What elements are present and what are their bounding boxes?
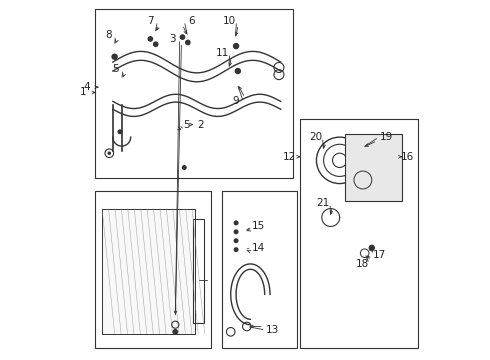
Text: 19: 19	[379, 132, 392, 142]
Circle shape	[153, 41, 159, 47]
Circle shape	[368, 245, 375, 251]
Circle shape	[233, 43, 239, 49]
Circle shape	[107, 152, 111, 155]
Text: 2: 2	[197, 120, 204, 130]
Text: 4: 4	[84, 82, 91, 92]
Bar	[193, 219, 204, 323]
Text: 11: 11	[216, 48, 229, 58]
Circle shape	[118, 129, 122, 134]
Circle shape	[235, 68, 241, 74]
Text: 7: 7	[147, 16, 154, 26]
Text: 8: 8	[105, 30, 112, 40]
Text: 14: 14	[252, 243, 265, 253]
Bar	[300, 119, 418, 348]
Circle shape	[147, 36, 153, 42]
Circle shape	[180, 34, 185, 40]
Text: 1: 1	[80, 87, 87, 98]
Bar	[95, 9, 293, 178]
Text: 3: 3	[169, 34, 176, 44]
Text: 15: 15	[252, 221, 265, 231]
Bar	[222, 191, 297, 348]
Text: 12: 12	[283, 152, 296, 162]
Text: 9: 9	[233, 96, 240, 107]
Text: 20: 20	[309, 132, 322, 142]
Circle shape	[182, 165, 187, 170]
Text: 17: 17	[373, 250, 386, 260]
Text: 6: 6	[188, 16, 195, 26]
Bar	[345, 134, 402, 202]
Bar	[102, 208, 195, 334]
Circle shape	[234, 238, 239, 243]
Bar	[95, 191, 211, 348]
Text: 10: 10	[223, 16, 236, 26]
Circle shape	[111, 54, 118, 60]
Text: 16: 16	[401, 152, 414, 162]
Text: 18: 18	[356, 259, 369, 269]
Text: 21: 21	[316, 198, 329, 208]
Text: 5: 5	[112, 64, 119, 74]
Text: 13: 13	[266, 325, 279, 335]
Circle shape	[234, 229, 239, 234]
Circle shape	[234, 220, 239, 225]
Circle shape	[234, 247, 239, 252]
Circle shape	[172, 329, 178, 335]
Text: 5: 5	[183, 120, 189, 130]
Circle shape	[185, 40, 191, 45]
